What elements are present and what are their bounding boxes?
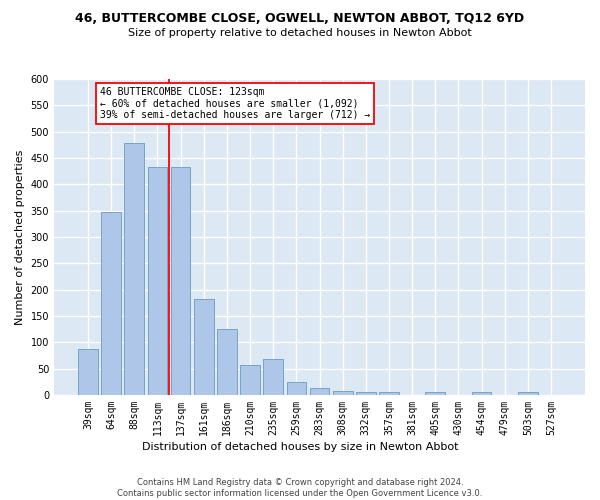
Bar [171,167,190,395]
Bar [356,392,376,395]
Bar [518,392,538,395]
Bar [101,212,121,395]
Text: Contains HM Land Registry data © Crown copyright and database right 2024.
Contai: Contains HM Land Registry data © Crown c… [118,478,482,498]
Bar [194,298,214,395]
Bar [425,392,445,395]
Bar [472,392,491,395]
Y-axis label: Number of detached properties: Number of detached properties [15,150,25,324]
Bar [124,143,144,395]
Text: Size of property relative to detached houses in Newton Abbot: Size of property relative to detached ho… [128,28,472,38]
Bar [217,329,237,395]
Bar [287,382,306,395]
Text: 46 BUTTERCOMBE CLOSE: 123sqm
← 60% of detached houses are smaller (1,092)
39% of: 46 BUTTERCOMBE CLOSE: 123sqm ← 60% of de… [100,87,370,120]
Bar [240,365,260,395]
Bar [263,359,283,395]
Text: Distribution of detached houses by size in Newton Abbot: Distribution of detached houses by size … [142,442,458,452]
Bar [148,167,167,395]
Bar [333,390,353,395]
Bar [379,392,399,395]
Bar [78,348,98,395]
Text: 46, BUTTERCOMBE CLOSE, OGWELL, NEWTON ABBOT, TQ12 6YD: 46, BUTTERCOMBE CLOSE, OGWELL, NEWTON AB… [76,12,524,26]
Bar [310,388,329,395]
